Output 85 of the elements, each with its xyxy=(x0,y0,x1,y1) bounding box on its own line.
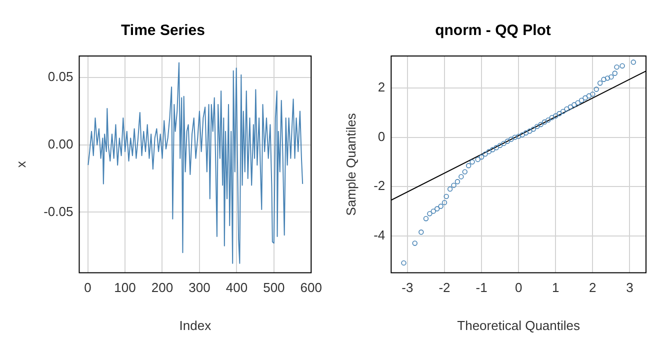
point xyxy=(542,119,548,125)
x-tick-label: 0 xyxy=(84,280,92,296)
y-tick-label: 0.00 xyxy=(48,136,74,152)
point xyxy=(586,93,592,99)
point xyxy=(608,74,614,80)
x-tick-label: 600 xyxy=(300,280,322,296)
point xyxy=(447,186,453,192)
point xyxy=(401,260,406,266)
point xyxy=(556,111,562,116)
point xyxy=(620,63,625,68)
x-tick-label: 2 xyxy=(589,280,596,296)
point xyxy=(412,240,418,246)
point xyxy=(427,211,432,216)
x-tick-label: -2 xyxy=(438,280,450,296)
point xyxy=(601,76,606,82)
point xyxy=(614,64,620,70)
point xyxy=(604,76,610,81)
chart-title: qnorm - QQ Plot xyxy=(435,22,551,40)
point xyxy=(546,117,551,123)
x-tick-label: -1 xyxy=(476,280,488,296)
point xyxy=(630,60,636,65)
point xyxy=(575,100,580,106)
point xyxy=(470,159,475,165)
point xyxy=(527,128,532,134)
point xyxy=(462,169,468,174)
point xyxy=(478,154,484,160)
point xyxy=(572,102,577,108)
point xyxy=(597,80,603,86)
point xyxy=(444,194,449,200)
point xyxy=(497,142,503,148)
point xyxy=(434,206,440,212)
point xyxy=(549,114,555,120)
point xyxy=(523,130,529,136)
point xyxy=(451,182,456,188)
point xyxy=(423,216,429,222)
x-tick-label: 0 xyxy=(514,280,522,296)
point xyxy=(560,108,566,114)
point xyxy=(454,179,460,184)
point xyxy=(482,151,488,157)
point xyxy=(568,104,574,110)
x-axis-title: Index xyxy=(179,318,212,333)
x-tick-label: 100 xyxy=(114,280,136,296)
point xyxy=(553,113,558,118)
chart-title: Time Series xyxy=(121,22,205,40)
point xyxy=(490,147,496,152)
point xyxy=(466,163,472,168)
point xyxy=(534,124,540,130)
point xyxy=(530,126,536,132)
y-tick-label: 2 xyxy=(378,80,386,95)
x-tick-label: 200 xyxy=(151,280,174,296)
x-tick-label: 400 xyxy=(226,280,248,296)
point xyxy=(508,136,514,142)
point xyxy=(512,134,518,140)
point xyxy=(520,132,525,138)
point xyxy=(594,86,599,92)
x-tick-label: 500 xyxy=(263,280,285,296)
point xyxy=(612,70,618,76)
x-tick-label: 1 xyxy=(552,280,560,296)
point xyxy=(582,95,588,100)
y-tick-label: 0 xyxy=(378,128,386,144)
point xyxy=(486,148,492,154)
y-tick-label: 0.05 xyxy=(48,69,74,84)
point xyxy=(418,230,424,235)
y-tick-label: -4 xyxy=(374,227,386,242)
point xyxy=(504,138,510,144)
x-axis-title: Theoretical Quantiles xyxy=(457,318,580,333)
x-tick-label: 300 xyxy=(188,280,210,296)
point xyxy=(475,156,480,162)
y-axis-title: Sample Quantiles xyxy=(343,112,358,216)
point xyxy=(438,204,444,209)
y-tick-label: -2 xyxy=(374,178,386,194)
point xyxy=(564,106,570,112)
point xyxy=(538,122,544,128)
y-axis-title: x xyxy=(13,160,28,168)
point xyxy=(458,174,464,180)
point xyxy=(430,208,436,214)
x-tick-label: -3 xyxy=(402,280,414,296)
x-tick-label: 3 xyxy=(626,280,634,296)
point xyxy=(501,140,506,146)
y-tick-label: -0.05 xyxy=(44,204,74,219)
point xyxy=(442,200,448,206)
point xyxy=(578,98,584,103)
point xyxy=(494,145,499,150)
point xyxy=(590,92,596,97)
point xyxy=(516,134,522,139)
